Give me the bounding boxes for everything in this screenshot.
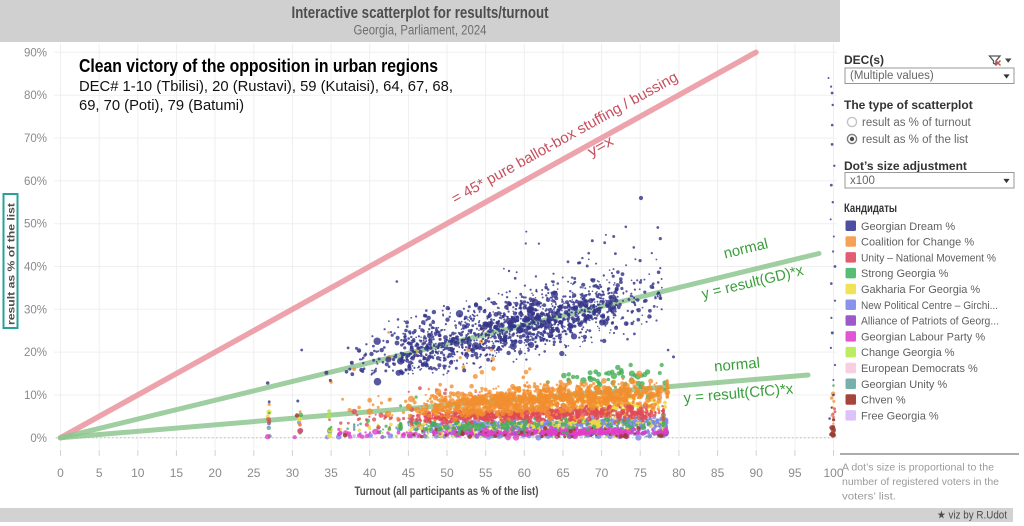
- svg-text:Interactive scatterplot for re: Interactive scatterplot for results/turn…: [292, 3, 549, 22]
- svg-text:Georgia, Parliament, 2024: Georgia, Parliament, 2024: [354, 23, 487, 38]
